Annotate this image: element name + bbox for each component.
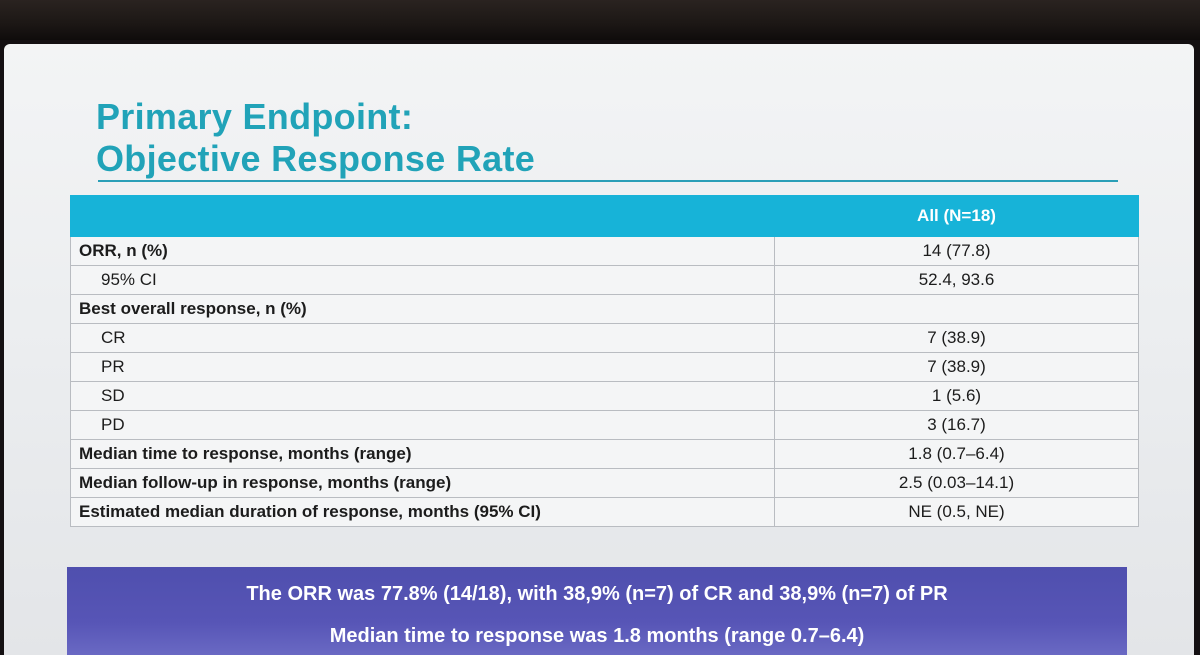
summary-box: The ORR was 77.8% (14/18), with 38,9% (n… <box>67 567 1127 655</box>
summary-line-1: The ORR was 77.8% (14/18), with 38,9% (n… <box>246 583 948 605</box>
row-value: 1 (5.6) <box>774 381 1139 411</box>
title-divider <box>98 180 1118 182</box>
row-value: 3 (16.7) <box>774 410 1139 440</box>
table-header-row: All (N=18) <box>70 195 1139 237</box>
table-row: Median time to response, months (range) … <box>70 439 1139 469</box>
row-value: 52.4, 93.6 <box>774 265 1139 295</box>
row-label: 95% CI <box>70 265 775 295</box>
table-row: Best overall response, n (%) <box>70 294 1139 324</box>
row-label: Best overall response, n (%) <box>70 294 775 324</box>
results-table: All (N=18) ORR, n (%) 14 (77.8) 95% CI 5… <box>70 195 1139 527</box>
table-row: Estimated median duration of response, m… <box>70 497 1139 527</box>
row-label: ORR, n (%) <box>70 236 775 266</box>
row-label: Estimated median duration of response, m… <box>70 497 775 527</box>
row-value: 1.8 (0.7–6.4) <box>774 439 1139 469</box>
table-row: PD 3 (16.7) <box>70 410 1139 440</box>
table-row: SD 1 (5.6) <box>70 381 1139 411</box>
slide-title-line-1: Primary Endpoint: <box>96 96 414 137</box>
table-row: Median follow-up in response, months (ra… <box>70 468 1139 498</box>
row-label: PR <box>70 352 775 382</box>
table-row: 95% CI 52.4, 93.6 <box>70 265 1139 295</box>
slide-title-line-2: Objective Response Rate <box>96 138 536 179</box>
slide-title: Primary Endpoint: Objective Response Rat… <box>96 96 535 180</box>
table-header-label <box>70 195 775 237</box>
row-value: 2.5 (0.03–14.1) <box>774 468 1139 498</box>
row-label: SD <box>70 381 775 411</box>
venue-background <box>0 0 1200 40</box>
row-label: Median time to response, months (range) <box>70 439 775 469</box>
table-row: PR 7 (38.9) <box>70 352 1139 382</box>
table-row: CR 7 (38.9) <box>70 323 1139 353</box>
table-header-all: All (N=18) <box>774 195 1139 237</box>
row-label: Median follow-up in response, months (ra… <box>70 468 775 498</box>
row-value <box>774 294 1139 324</box>
summary-line-2: Median time to response was 1.8 months (… <box>329 625 865 647</box>
row-value: NE (0.5, NE) <box>774 497 1139 527</box>
presentation-slide: Primary Endpoint: Objective Response Rat… <box>4 44 1194 655</box>
row-value: 14 (77.8) <box>774 236 1139 266</box>
row-label: PD <box>70 410 775 440</box>
table-row: ORR, n (%) 14 (77.8) <box>70 236 1139 266</box>
row-label: CR <box>70 323 775 353</box>
row-value: 7 (38.9) <box>774 352 1139 382</box>
row-value: 7 (38.9) <box>774 323 1139 353</box>
